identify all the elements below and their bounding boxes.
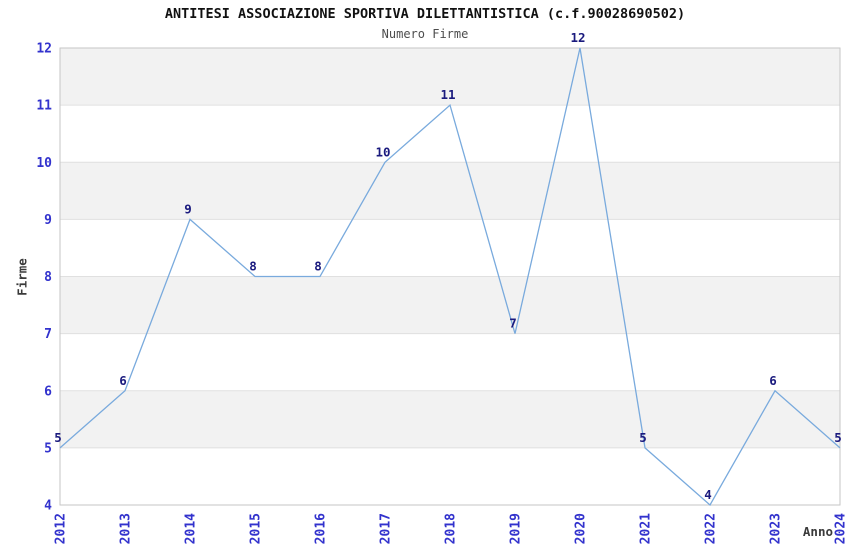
- y-tick-label: 8: [44, 270, 52, 285]
- plot-band: [60, 48, 840, 106]
- plot-band: [60, 390, 840, 448]
- data-point-label: 8: [249, 259, 257, 274]
- y-tick-label: 9: [44, 213, 52, 228]
- x-tick-label: 2020: [574, 513, 589, 544]
- plot-band: [60, 447, 840, 505]
- x-tick-label: 2021: [639, 513, 654, 544]
- x-tick-label: 2015: [249, 513, 264, 544]
- chart-subtitle: Numero Firme: [381, 27, 469, 41]
- x-tick-label: 2013: [119, 513, 134, 544]
- x-axis-title: Anno: [802, 524, 833, 539]
- plot-band: [60, 219, 840, 277]
- plot-band: [60, 105, 840, 163]
- x-tick-label: 2019: [509, 513, 524, 544]
- data-point-label: 12: [570, 30, 585, 45]
- data-point-label: 10: [375, 144, 390, 159]
- data-point-label: 7: [509, 316, 517, 331]
- x-tick-label: 2018: [444, 513, 459, 544]
- x-tick-label: 2023: [769, 513, 784, 544]
- plot-band: [60, 333, 840, 391]
- y-tick-label: 4: [44, 499, 52, 514]
- x-tick-label: 2022: [704, 513, 719, 544]
- data-point-label: 5: [54, 430, 62, 445]
- y-tick-label: 11: [36, 99, 52, 114]
- x-tick-label: 2017: [379, 513, 394, 544]
- y-tick-label: 12: [36, 42, 52, 57]
- data-point-label: 6: [769, 373, 777, 388]
- data-point-label: 5: [834, 430, 842, 445]
- y-tick-label: 7: [44, 327, 52, 342]
- data-line: [59, 47, 841, 507]
- chart-title: ANTITESI ASSOCIAZIONE SPORTIVA DILETTANT…: [164, 6, 686, 22]
- data-point-label: 5: [639, 430, 647, 445]
- data-point-label: 9: [184, 201, 192, 216]
- data-point-label: 4: [704, 487, 712, 502]
- x-tick-label: 2012: [54, 513, 69, 544]
- x-tick-label: 2024: [834, 513, 849, 544]
- data-point-label: 8: [314, 259, 322, 274]
- data-point-label: 11: [440, 87, 455, 102]
- data-point-label: 6: [119, 373, 127, 388]
- plot-border: [59, 47, 841, 506]
- y-tick-label: 5: [44, 441, 52, 456]
- y-tick-label: 6: [44, 384, 52, 399]
- x-tick-label: 2014: [184, 513, 199, 544]
- x-tick-label: 2016: [314, 513, 329, 544]
- y-tick-label: 10: [36, 156, 52, 171]
- plot-band: [60, 162, 840, 220]
- plot-band: [60, 276, 840, 334]
